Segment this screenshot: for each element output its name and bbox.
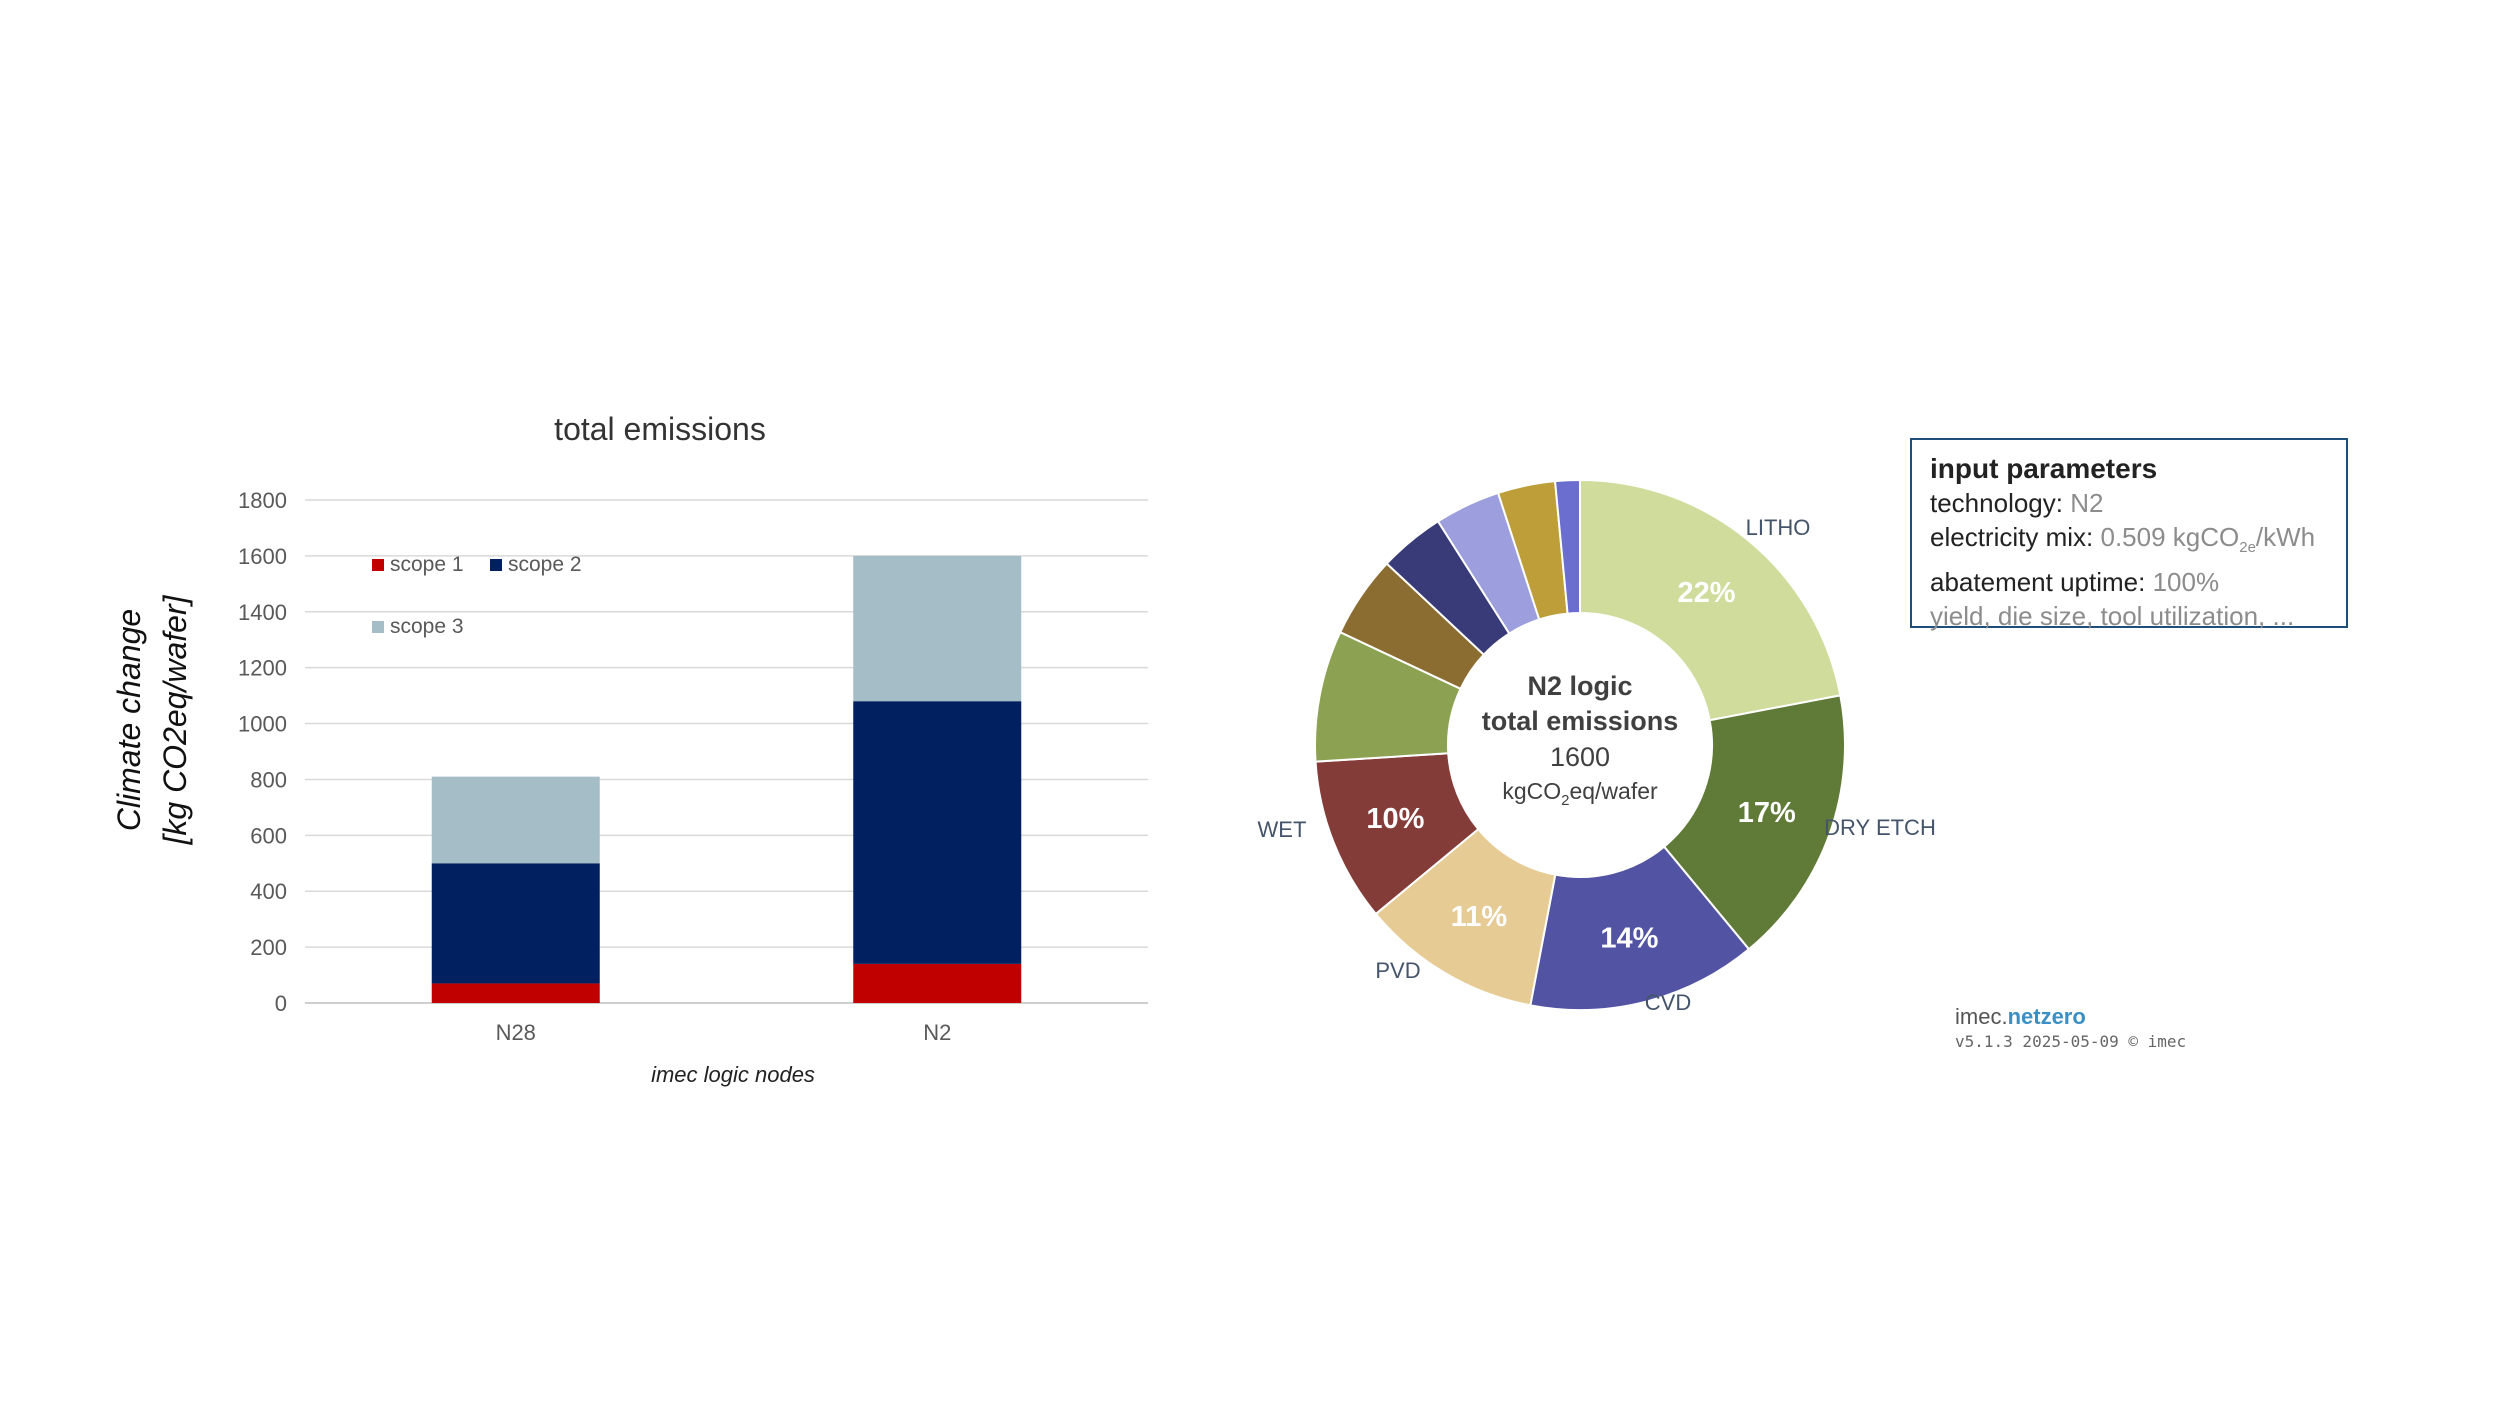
donut-slice-category-label: LITHO — [1746, 515, 1811, 540]
donut-slice-category-label: CVD — [1645, 990, 1691, 1015]
params-other-row: yield, die size, tool utilization, ... — [1930, 601, 2295, 632]
params-abatement-value: 100% — [2152, 567, 2220, 598]
y-tick-label: 1800 — [238, 488, 287, 513]
donut-slice-category-label: DRY ETCH — [1824, 815, 1936, 840]
bar-chart-bars — [431, 555, 1022, 1003]
bar-chart-y-axis-label-line1: Climate change — [111, 609, 147, 831]
donut-center-line2: total emissions — [1482, 706, 1679, 736]
legend-swatch — [490, 559, 502, 571]
y-tick-label: 600 — [250, 823, 287, 848]
legend-label: scope 1 — [390, 553, 464, 576]
bar-chart-legend: scope 1 scope 2 scope 3 — [372, 553, 582, 638]
donut-slice-value-label: 22% — [1678, 577, 1736, 609]
bar-segment-scope-3-N2 — [853, 555, 1022, 702]
donut-center-line1: N2 logic — [1527, 671, 1632, 701]
donut-slice-dry-etch — [1662, 694, 1846, 951]
donut-slice-litho — [1579, 478, 1842, 722]
y-tick-label: 800 — [250, 767, 287, 792]
donut-slice-10 — [1553, 478, 1581, 615]
y-tick-label: 200 — [250, 935, 287, 960]
y-tick-label: 1200 — [238, 656, 287, 681]
donut-slice-category-label: PVD — [1375, 958, 1420, 983]
bar-chart-title: total emissions — [554, 411, 766, 447]
y-tick-label: 0 — [275, 991, 287, 1016]
legend-swatch — [372, 559, 384, 571]
brand-footer: imec.netzero v5.1.3 2025-05-09 © imec — [1955, 1004, 2186, 1051]
bar-chart-y-axis-label-line2: [kg CO2eq/wafer] — [157, 594, 193, 845]
donut-slice-value-label: 17% — [1738, 797, 1796, 829]
input-parameters-box: input parameters technology: N2 electric… — [1910, 438, 2348, 631]
donut-slice-value-label: 10% — [1366, 803, 1424, 835]
legend-label: scope 3 — [390, 615, 464, 638]
brand-name: imec.netzero — [1955, 1004, 2086, 1029]
donut-slice-cvd — [1529, 845, 1751, 1011]
params-technology-value: N2 — [2070, 488, 2104, 518]
donut-slice-value-label: 14% — [1600, 922, 1658, 954]
bar-segment-scope-2-N28 — [431, 863, 600, 984]
params-electricity-label: electricity mix: — [1930, 522, 2094, 552]
donut-chart: 22% LITHO 17% DRY ETCH 14% CVD 11% PVD 10% WET — [1258, 478, 1936, 1015]
params-title: input parameters — [1930, 453, 2158, 484]
params-abatement-row: abatement uptime: 100% — [1930, 565, 2328, 599]
donut-center-unit: kgCO2eq/wafer — [1502, 778, 1658, 809]
legend-label: scope 2 — [508, 553, 582, 576]
x-tick-label: N2 — [923, 1020, 951, 1045]
donut-center-text: N2 logic total emissions 1600 kgCO2eq/wa… — [1482, 671, 1679, 809]
params-electricity-value: 0.509 kgCO2e/kWh — [2100, 522, 2316, 557]
bar-segment-scope-1-N28 — [431, 983, 600, 1003]
params-abatement-label: abatement uptime: — [1930, 567, 2146, 598]
params-technology-label: technology: — [1930, 488, 2063, 518]
y-tick-label: 1600 — [238, 544, 287, 569]
bar-chart-x-tick-labels: N28 N2 — [496, 1020, 952, 1045]
bar-segment-scope-2-N2 — [853, 701, 1022, 964]
bar-chart-y-tick-labels: 0 200 400 600 800 1000 1200 1400 1600 1800 — [238, 488, 287, 1016]
bar-segment-scope-1-N2 — [853, 963, 1022, 1003]
y-tick-label: 1000 — [238, 712, 287, 737]
brand-version: v5.1.3 2025-05-09 © imec — [1955, 1032, 2187, 1051]
x-tick-label: N28 — [496, 1020, 536, 1045]
y-tick-label: 400 — [250, 879, 287, 904]
legend-swatch — [372, 621, 384, 633]
bar-chart-x-axis-label: imec logic nodes — [651, 1062, 815, 1087]
donut-center-value: 1600 — [1550, 742, 1610, 772]
donut-slice-value-label: 11% — [1451, 901, 1508, 933]
params-electricity-row: electricity mix: 0.509 kgCO2e/kWh — [1930, 520, 2328, 565]
y-tick-label: 1400 — [238, 600, 287, 625]
params-technology-row: technology: N2 — [1930, 486, 2328, 520]
bar-segment-scope-3-N28 — [431, 776, 600, 864]
donut-slice-category-label: WET — [1258, 817, 1307, 842]
